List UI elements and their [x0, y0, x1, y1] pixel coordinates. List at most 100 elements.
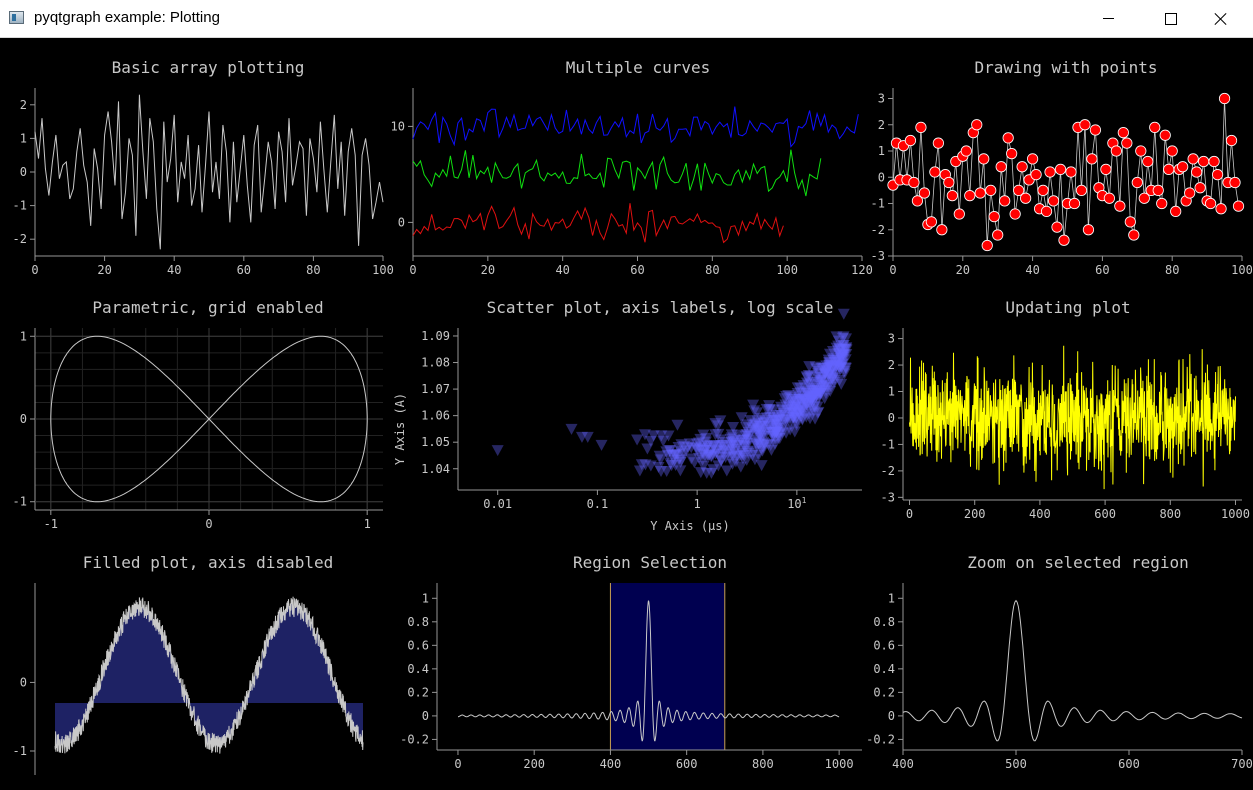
scatter-point — [797, 380, 810, 392]
scatter-point — [737, 440, 750, 452]
plot-updating[interactable]: -3 -2 -1 0 1 2 3 0 200 400 600 800 1000 — [881, 328, 1250, 521]
scatter-point — [775, 410, 788, 422]
scatter-point — [811, 376, 824, 388]
scatter-point — [774, 425, 787, 437]
scatter-point — [714, 434, 727, 446]
plot-zoom-region[interactable]: -0.2 0 0.2 0.4 0.6 0.8 1 400 500 600 700 — [866, 583, 1253, 771]
scatter-point — [729, 456, 742, 468]
data-point — [908, 176, 920, 189]
y-tick-label: -2 — [871, 223, 885, 237]
scatter-point — [813, 386, 826, 398]
y-tick-label: 0 — [878, 170, 885, 184]
scatter-point — [778, 393, 791, 405]
y-tick-label: -2 — [881, 464, 895, 478]
scatter-point — [790, 412, 803, 424]
scatter-point — [806, 392, 819, 404]
scatter-point — [698, 444, 711, 456]
scatter-point — [815, 375, 828, 387]
scatter-point — [715, 455, 728, 467]
scatter-point — [581, 431, 594, 443]
scatter-point — [777, 407, 790, 419]
scatter-point — [760, 412, 773, 424]
scatter-point — [800, 397, 813, 409]
data-point — [1198, 155, 1210, 168]
scatter-point — [718, 437, 731, 449]
scatter-point — [675, 454, 688, 466]
scatter-point — [824, 369, 837, 381]
scatter-point — [771, 418, 784, 430]
scatter-point — [834, 353, 847, 365]
scatter-point — [765, 427, 778, 439]
scatter-point — [819, 379, 832, 391]
scatter-point — [802, 390, 815, 402]
scatter-point — [830, 361, 843, 373]
scatter-point — [654, 454, 667, 466]
plot-region-selection[interactable]: -0.2 0 0.2 0.4 0.6 0.8 1 0 200 400 600 800 1000 — [400, 583, 862, 771]
scatter-point — [724, 433, 737, 445]
scatter-point — [837, 349, 850, 361]
scatter-point — [740, 440, 753, 452]
scatter-point — [836, 332, 849, 344]
scatter-point — [717, 445, 730, 457]
x-tick-label: 400 — [1029, 507, 1051, 521]
data-point — [999, 195, 1011, 207]
scatter-point — [705, 451, 718, 463]
data-point — [915, 121, 927, 133]
scatter-point — [776, 427, 789, 439]
scatter-point — [756, 445, 769, 457]
plot-parametric-grid[interactable]: -1 0 1 -1 0 1 — [13, 328, 383, 531]
scatter-point — [763, 403, 776, 415]
scatter-point — [814, 388, 827, 400]
minimize-button[interactable] — [1103, 0, 1191, 38]
scatter-point — [763, 421, 776, 433]
scatter-point — [746, 450, 759, 462]
scatter-point — [641, 443, 654, 455]
plot-filled[interactable]: -1 0 — [13, 583, 364, 775]
x-tick-label: 800 — [752, 757, 774, 771]
maximize-button[interactable] — [1165, 0, 1249, 38]
scatter-point — [696, 454, 709, 466]
scatter-point — [809, 361, 822, 373]
parametric-curve — [50, 335, 368, 503]
scatter-point — [635, 459, 648, 471]
scatter-point — [829, 373, 842, 385]
data-point — [1016, 161, 1028, 173]
scatter-point — [678, 441, 691, 453]
x-tick-label: 1 — [694, 497, 701, 511]
scatter-point — [741, 445, 754, 457]
x-tick-label: -1 — [44, 517, 58, 531]
scatter-point — [773, 428, 786, 440]
scatter-point — [741, 429, 754, 441]
scatter-point — [790, 412, 803, 424]
scatter-point — [764, 440, 777, 452]
scatter-point — [716, 440, 729, 452]
y-tick-label: 0 — [888, 709, 895, 723]
scatter-point — [757, 442, 770, 454]
scatter-point — [805, 392, 818, 404]
data-point — [1156, 197, 1168, 210]
scatter-point — [793, 395, 806, 407]
scatter-point — [735, 446, 748, 458]
scatter-point — [724, 445, 737, 457]
scatter-point — [657, 435, 670, 447]
y-tick-label: 1.09 — [421, 329, 450, 343]
scatter-point — [765, 418, 778, 430]
scatter-point — [633, 465, 646, 477]
plot-drawing-with-points[interactable]: -3 -2 -1 0 1 2 3 0 20 40 60 80 100 — [871, 88, 1253, 277]
scatter-point — [758, 421, 771, 433]
scatter-point — [742, 430, 755, 442]
scatter-point — [766, 431, 779, 443]
scatter-point — [840, 343, 853, 355]
series-line — [458, 600, 840, 742]
scatter-point — [757, 440, 770, 452]
scatter-point — [491, 445, 504, 457]
scatter-point — [836, 358, 849, 370]
scatter-point — [700, 443, 713, 455]
scatter-point — [790, 419, 803, 431]
x-tick-exponent: 1 — [802, 496, 807, 505]
scatter-point — [785, 415, 798, 427]
scatter-point — [804, 413, 817, 425]
